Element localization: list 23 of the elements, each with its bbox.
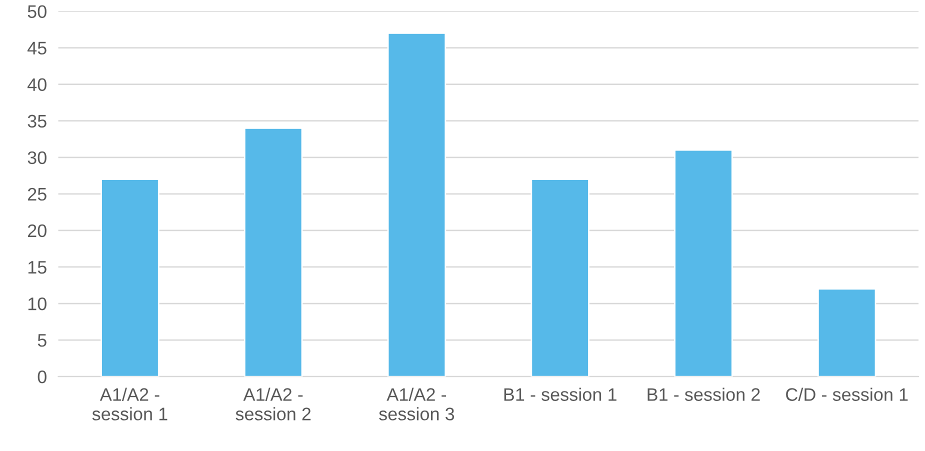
bar: [387, 32, 446, 377]
y-tick-label: 20: [28, 224, 46, 238]
x-tick-label: B1 - session 2: [648, 388, 760, 401]
y-tick-label: 45: [27, 42, 46, 55]
bar: [674, 149, 733, 377]
y-tick-label: 5: [38, 334, 46, 347]
y-tick-label: 30: [28, 151, 46, 164]
x-tick-label: C/D - session 1: [786, 388, 908, 401]
y-tick-label: 35: [28, 114, 46, 128]
x-tick-label: B1 - session 1: [504, 388, 616, 401]
y-tick-label: 25: [28, 188, 46, 201]
bar: [817, 288, 876, 377]
y-tick-label: 50: [28, 5, 46, 18]
bar: [530, 178, 590, 377]
x-tick-label: A1/A2 - session 1: [92, 388, 168, 420]
y-tick-label: 40: [27, 78, 46, 92]
bar: [100, 178, 160, 377]
x-tick-label: A1/A2 - session 3: [379, 388, 454, 420]
y-tick-label: 10: [28, 297, 46, 310]
x-tick-label: A1/A2 - session 2: [236, 388, 311, 420]
y-tick-label: 15: [28, 261, 46, 274]
bar: [244, 127, 303, 377]
y-tick-label: 0: [38, 370, 46, 384]
